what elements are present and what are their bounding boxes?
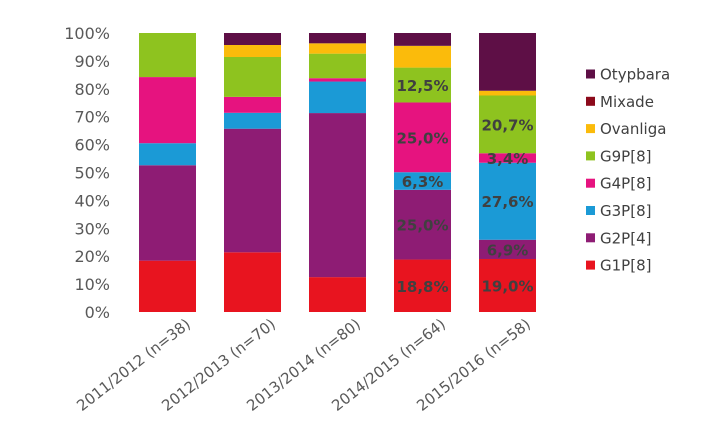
bar-segment [139, 260, 196, 312]
legend-swatch [586, 260, 595, 270]
legend-label: G3P[8] [600, 202, 651, 220]
bar-segment [224, 252, 281, 312]
data-label: 6,3% [402, 173, 444, 191]
bar-segment [394, 102, 451, 173]
legend-label: G9P[8] [600, 147, 651, 165]
legend-label: Otypbara [600, 66, 670, 84]
y-tick-label: 60% [74, 136, 110, 155]
x-axis: 2011/2012 (n=38)2012/2013 (n=70)2013/201… [73, 315, 534, 415]
bar-segment [394, 189, 451, 260]
y-tick-label: 40% [74, 191, 110, 210]
legend-label: G1P[8] [600, 257, 651, 275]
bar-segment [394, 33, 451, 46]
bar-segment [479, 239, 536, 259]
bar-segment [139, 77, 196, 144]
bar-segment [394, 45, 451, 68]
y-tick-label: 70% [74, 108, 110, 127]
bar-segment [309, 78, 366, 82]
bar-segment [309, 113, 366, 278]
legend-swatch [586, 96, 595, 106]
data-labels: 18,8% 25,0% 6,3% 25,0% 12,5% 19,0% 6,9% 27,6% 3,… [396, 77, 533, 296]
bar-segment [224, 112, 281, 129]
legend-label: Mixade [600, 93, 654, 111]
bar-segment [139, 143, 196, 166]
bars [139, 33, 536, 312]
legend-label: G2P[4] [600, 229, 651, 247]
legend-swatch [586, 124, 595, 134]
bar-segment [394, 172, 451, 190]
bar-segment [394, 259, 451, 312]
legend: Otypbara Mixade Ovanliga G9P[8] G4P[8] G3P[8]… [586, 66, 670, 275]
bar-segment [224, 56, 281, 97]
bar-segment [479, 153, 536, 163]
data-label: 18,8% [396, 278, 448, 296]
y-tick-label: 90% [74, 52, 110, 71]
data-label: 25,0% [396, 129, 448, 147]
data-label: 27,6% [481, 193, 533, 211]
bar-segment [139, 165, 196, 261]
y-tick-label: 30% [74, 219, 110, 238]
y-tick-label: 10% [74, 275, 110, 294]
bar-segment [224, 33, 281, 45]
y-tick-label: 0% [85, 303, 110, 322]
y-tick-label: 100% [64, 24, 110, 43]
data-label: 12,5% [396, 77, 448, 95]
y-tick-label: 80% [74, 80, 110, 99]
bar-segment [394, 67, 451, 103]
data-label: 6,9% [487, 241, 529, 259]
data-label: 25,0% [396, 217, 448, 235]
legend-label: G4P[8] [600, 175, 651, 193]
bar-segment [479, 33, 536, 91]
bar-segment [309, 33, 366, 44]
legend-swatch [586, 69, 595, 79]
bar-segment [224, 96, 281, 113]
bar-segment [479, 95, 536, 154]
y-tick-label: 20% [74, 247, 110, 266]
legend-swatch [586, 206, 595, 215]
bar-segment [309, 277, 366, 312]
legend-swatch [586, 233, 595, 243]
legend-swatch [586, 151, 595, 161]
bar-segment [309, 53, 366, 79]
legend-swatch [586, 178, 595, 188]
y-axis: 0% 10% 20% 30% 40% 50% 60% 70% 80% 90% 100% [64, 24, 110, 322]
data-label: 20,7% [481, 116, 533, 134]
bar-segment [309, 43, 366, 54]
bar-segment [224, 44, 281, 57]
y-tick-label: 50% [74, 164, 110, 183]
data-label: 3,4% [487, 150, 529, 168]
bar-segment [139, 33, 196, 78]
data-label: 19,0% [481, 277, 533, 295]
bar-segment [479, 90, 536, 96]
bar-segment [224, 128, 281, 253]
legend-label: Ovanliga [600, 120, 666, 138]
bar-segment [479, 258, 536, 312]
bar-segment [309, 81, 366, 114]
bar-segment [479, 162, 536, 240]
